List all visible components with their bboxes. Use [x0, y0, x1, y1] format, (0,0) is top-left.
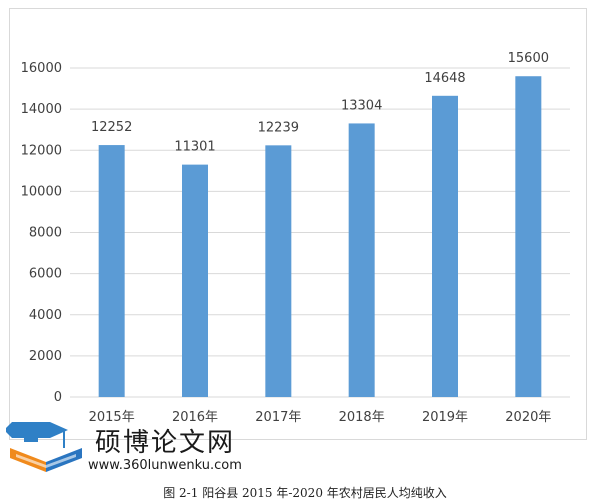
book-icon: [10, 448, 82, 472]
watermark-url: www.360lunwenku.com: [88, 458, 242, 473]
y-tick-label: 8000: [29, 226, 62, 241]
bar: [98, 145, 125, 397]
bar: [348, 123, 375, 398]
bar: [515, 76, 542, 397]
y-tick-label: 0: [54, 390, 62, 405]
figure-caption: 图 2-1 阳谷县 2015 年-2020 年农村居民人均纯收入: [163, 486, 447, 500]
y-tick-label: 12000: [21, 143, 62, 158]
data-label: 13304: [341, 98, 382, 113]
bars: [98, 76, 542, 398]
data-label: 12252: [91, 120, 132, 135]
data-label: 12239: [258, 120, 299, 135]
bar: [265, 145, 292, 397]
watermark-logo: [6, 422, 82, 472]
y-tick-label: 16000: [21, 61, 62, 76]
data-label: 11301: [174, 140, 215, 155]
data-label: 15600: [508, 51, 549, 66]
y-axis-ticks: 0 2000 4000 6000 8000 10000 12000 14000 16000: [21, 61, 62, 405]
y-tick-label: 14000: [21, 102, 62, 117]
x-tick-label: 2019年: [422, 410, 468, 425]
gridlines: [70, 67, 570, 398]
data-labels: 12252 11301 12239 13304 14648 15600: [91, 51, 549, 154]
y-tick-label: 6000: [29, 267, 62, 282]
x-axis-ticks: 2015年 2016年 2017年 2018年 2019年 2020年: [89, 410, 552, 425]
x-tick-label: 2018年: [339, 410, 385, 425]
bar-chart: 0 2000 4000 6000 8000 10000 12000 14000 16000 12…: [21, 51, 570, 425]
bar: [182, 164, 208, 397]
bar: [432, 95, 458, 397]
x-tick-label: 2016年: [172, 410, 218, 425]
y-tick-label: 4000: [29, 308, 62, 323]
x-tick-label: 2017年: [255, 410, 301, 425]
watermark-title: 硕博论文网: [95, 428, 236, 458]
y-tick-label: 2000: [29, 349, 62, 364]
y-tick-label: 10000: [21, 184, 62, 199]
graduation-cap-icon: [6, 422, 68, 448]
data-label: 14648: [424, 71, 465, 86]
x-tick-label: 2015年: [89, 410, 135, 425]
x-tick-label: 2020年: [505, 410, 551, 425]
